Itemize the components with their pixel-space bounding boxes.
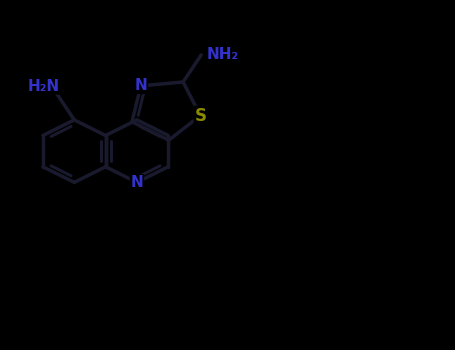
Text: N: N [134, 78, 147, 93]
Text: H₂N: H₂N [28, 79, 60, 94]
Text: NH₂: NH₂ [206, 48, 238, 62]
Text: S: S [194, 106, 207, 125]
Text: N: N [131, 175, 143, 190]
